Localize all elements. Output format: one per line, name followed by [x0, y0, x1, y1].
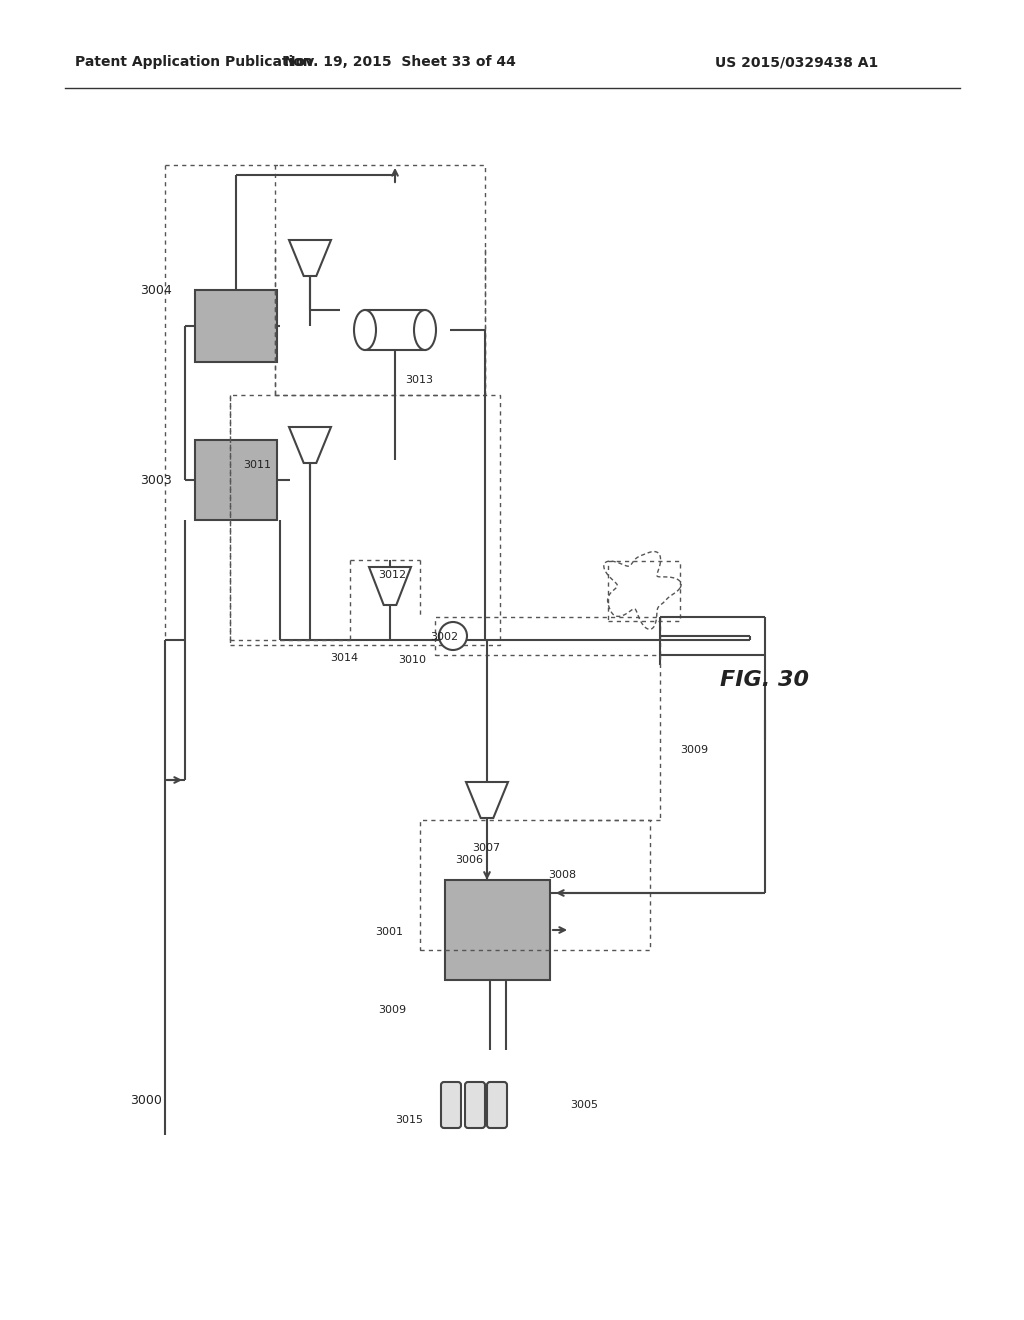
FancyBboxPatch shape: [441, 1082, 461, 1129]
Text: 3009: 3009: [378, 1005, 407, 1015]
Bar: [445, 880, 550, 979]
Polygon shape: [369, 568, 411, 605]
Text: Patent Application Publication: Patent Application Publication: [75, 55, 312, 69]
Text: 3012: 3012: [378, 570, 407, 579]
Text: 3013: 3013: [406, 375, 433, 385]
Text: 3010: 3010: [398, 655, 426, 665]
Text: 3005: 3005: [570, 1100, 598, 1110]
Ellipse shape: [354, 310, 376, 350]
Text: Nov. 19, 2015  Sheet 33 of 44: Nov. 19, 2015 Sheet 33 of 44: [284, 55, 516, 69]
FancyBboxPatch shape: [365, 310, 425, 350]
Text: 3009: 3009: [680, 744, 709, 755]
Text: 3008: 3008: [548, 870, 577, 880]
Text: 3006: 3006: [455, 855, 483, 865]
Bar: [195, 440, 278, 520]
Ellipse shape: [414, 310, 436, 350]
Text: 3015: 3015: [395, 1115, 423, 1125]
Polygon shape: [466, 781, 508, 818]
FancyBboxPatch shape: [487, 1082, 507, 1129]
Text: 3007: 3007: [472, 843, 500, 853]
Text: 3003: 3003: [140, 474, 172, 487]
FancyBboxPatch shape: [465, 1082, 485, 1129]
Text: FIG. 30: FIG. 30: [720, 671, 809, 690]
Text: US 2015/0329438 A1: US 2015/0329438 A1: [715, 55, 879, 69]
Bar: [435, 616, 660, 655]
Text: 3004: 3004: [140, 284, 172, 297]
Polygon shape: [289, 426, 331, 463]
Text: 3000: 3000: [130, 1093, 162, 1106]
Text: 3014: 3014: [330, 653, 358, 663]
Polygon shape: [289, 240, 331, 276]
Text: 3002: 3002: [430, 632, 458, 642]
Bar: [230, 395, 500, 645]
Bar: [608, 561, 680, 620]
Bar: [275, 165, 485, 395]
Bar: [195, 290, 278, 362]
Text: 3001: 3001: [375, 927, 403, 937]
Circle shape: [439, 622, 467, 649]
Text: 3011: 3011: [243, 459, 271, 470]
Bar: [420, 820, 650, 950]
